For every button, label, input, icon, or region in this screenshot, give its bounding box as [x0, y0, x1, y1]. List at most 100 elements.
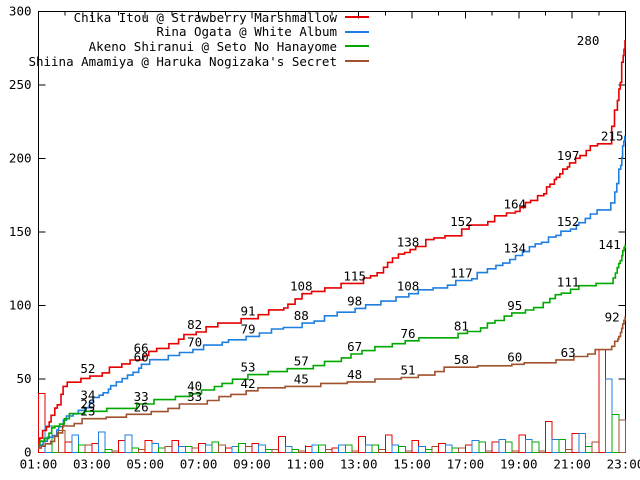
- curve-value-label: 60: [507, 349, 522, 364]
- hourly-increment-bar: [271, 449, 280, 454]
- hourly-increment-bar: [144, 440, 153, 454]
- curve-value-label: 79: [240, 321, 255, 336]
- hourly-increment-bar: [284, 446, 293, 454]
- legend-line-swatch: [345, 60, 369, 63]
- legend-label: Rina Ogata @ White Album: [156, 24, 337, 40]
- hourly-increment-bar: [351, 450, 360, 453]
- hourly-increment-bar: [605, 378, 613, 453]
- curve-value-label: 152: [557, 214, 580, 229]
- hourly-increment-bar: [444, 444, 453, 454]
- curve-value-label: 48: [347, 367, 362, 382]
- curve-value-label: 82: [187, 317, 202, 332]
- curve-value-label: 81: [454, 318, 469, 333]
- legend: Chika Itou @ Strawberry Marshmallow Rina…: [28, 10, 369, 69]
- legend-label: Chika Itou @ Strawberry Marshmallow: [73, 9, 337, 25]
- curve-value-label: 34: [80, 388, 95, 403]
- curve-value-label: 51: [400, 363, 415, 378]
- curve-value-label: 70: [187, 335, 202, 350]
- hourly-increment-bar: [358, 435, 366, 453]
- curve-value-label: 28: [80, 396, 95, 411]
- hourly-increment-bar: [311, 444, 320, 454]
- hourly-increment-bar: [224, 447, 233, 454]
- hourly-increment-bar: [84, 444, 93, 454]
- hourly-increment-bar: [618, 419, 626, 454]
- hourly-increment-bar: [524, 438, 533, 453]
- hourly-increment-bar: [324, 449, 333, 454]
- legend-item-chika-itou: Chika Itou @ Strawberry Marshmallow: [28, 10, 369, 25]
- hourly-increment-bar: [331, 447, 340, 454]
- legend-line-swatch: [345, 16, 369, 19]
- curve-value-label: 111: [557, 274, 580, 289]
- x-tick-label: 11:00: [286, 457, 324, 472]
- hourly-increment-bar: [578, 432, 586, 453]
- x-tick-label: 17:00: [447, 457, 485, 472]
- legend-label: Shiina Amamiya @ Haruka Nogizaka's Secre…: [28, 53, 337, 69]
- x-tick-label: 07:00: [180, 457, 218, 472]
- hourly-increment-bar: [478, 441, 486, 454]
- hourly-increment-bar: [204, 444, 213, 454]
- curve-value-label: 88: [294, 308, 309, 323]
- x-tick-label: 03:00: [73, 457, 111, 472]
- x-tick-label: 23:00: [607, 457, 640, 472]
- hourly-increment-bar: [251, 443, 260, 454]
- hourly-increment-bar: [545, 421, 553, 454]
- hourly-increment-bar: [611, 413, 620, 453]
- curve-value-label: 58: [454, 352, 469, 367]
- hourly-increment-bar: [104, 449, 113, 454]
- curve-end-label: 280: [577, 33, 600, 48]
- hourly-increment-bar: [504, 441, 513, 454]
- hourly-increment-bar: [418, 446, 426, 454]
- series-line-2: [38, 244, 626, 446]
- hourly-increment-bar: [238, 443, 246, 454]
- hourly-increment-bar: [471, 440, 480, 454]
- hourly-increment-bar: [404, 450, 413, 453]
- hourly-increment-bar: [364, 444, 373, 454]
- hourly-increment-bar: [424, 449, 433, 454]
- hourly-increment-bar: [244, 446, 253, 454]
- legend-label: Akeno Shiranui @ Seto No Hanayome: [88, 38, 337, 54]
- curve-value-label: 40: [187, 379, 202, 394]
- hourly-increment-bar: [591, 441, 600, 454]
- hourly-increment-bar: [398, 446, 406, 454]
- curve-end-label: 215: [601, 128, 624, 143]
- x-tick-label: 15:00: [393, 457, 431, 472]
- hourly-increment-bar: [78, 444, 86, 454]
- y-tick-label: 100: [9, 298, 32, 313]
- hourly-increment-bar: [164, 446, 173, 454]
- series-line-1: [38, 135, 626, 448]
- x-tick-label: 01:00: [20, 457, 58, 472]
- y-tick-label: 0: [24, 445, 32, 460]
- hourly-increment-bar: [511, 450, 520, 453]
- hourly-increment-bar: [585, 446, 593, 454]
- hourly-increment-bar: [484, 450, 493, 453]
- curve-value-label: 76: [400, 326, 415, 341]
- hourly-increment-bar: [438, 443, 446, 454]
- curve-value-label: 53: [240, 360, 255, 375]
- curve-value-label: 26: [134, 399, 149, 414]
- series-line-0: [38, 40, 626, 446]
- hourly-increment-bar: [571, 432, 580, 453]
- hourly-increment-bar: [304, 446, 313, 454]
- hourly-increment-bar: [378, 449, 386, 454]
- hourly-increment-bar: [458, 447, 466, 454]
- hourly-increment-bar: [531, 441, 540, 454]
- hourly-increment-bar: [551, 438, 560, 453]
- hourly-increment-bar: [518, 434, 526, 453]
- hourly-increment-bar: [318, 444, 326, 454]
- hourly-increment-bar: [138, 449, 146, 454]
- plot-border: [38, 11, 626, 453]
- hourly-increment-bar: [565, 449, 573, 454]
- hourly-increment-bar: [338, 444, 346, 454]
- hourly-increment-bar: [38, 393, 46, 454]
- hourly-increment-bar: [131, 447, 140, 454]
- curve-value-label: 95: [507, 298, 522, 313]
- hourly-increment-bar: [58, 429, 66, 453]
- hourly-increment-bar: [198, 443, 206, 454]
- hourly-increment-bar: [91, 443, 100, 454]
- hourly-increment-bar: [558, 438, 566, 453]
- legend-item-rina-ogata: Rina Ogata @ White Album: [28, 24, 369, 40]
- hourly-increment-bar: [391, 444, 400, 454]
- hourly-increment-bar: [118, 440, 126, 454]
